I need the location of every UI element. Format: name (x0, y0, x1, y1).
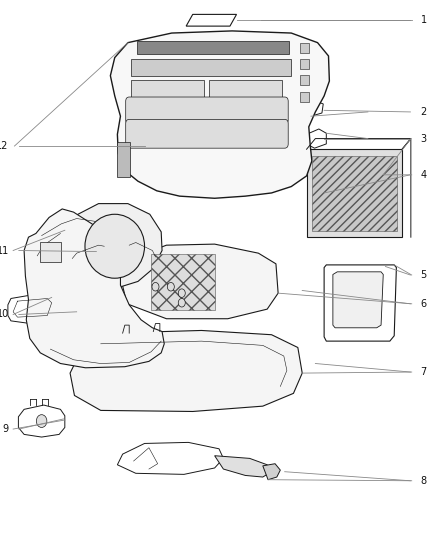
Bar (151, 254, 215, 310)
Circle shape (152, 282, 159, 291)
Bar (131, 59, 291, 76)
Text: 9: 9 (3, 424, 9, 434)
Polygon shape (324, 265, 396, 341)
Circle shape (178, 289, 185, 297)
Polygon shape (60, 204, 162, 288)
Polygon shape (24, 209, 164, 368)
Bar (209, 80, 282, 97)
Text: 7: 7 (420, 367, 427, 377)
Text: 1: 1 (420, 15, 427, 25)
Polygon shape (186, 14, 237, 26)
Text: 3: 3 (420, 134, 427, 143)
FancyBboxPatch shape (126, 97, 288, 124)
Circle shape (167, 282, 174, 291)
Bar (300, 92, 309, 102)
Bar (300, 43, 309, 53)
Text: 12: 12 (0, 141, 9, 151)
Polygon shape (122, 244, 278, 319)
Text: 8: 8 (420, 476, 427, 486)
Polygon shape (70, 330, 302, 411)
Circle shape (36, 415, 47, 427)
FancyBboxPatch shape (126, 119, 288, 148)
Text: 4: 4 (420, 170, 427, 180)
Bar (137, 41, 289, 54)
Polygon shape (110, 31, 329, 198)
Polygon shape (307, 129, 326, 148)
Bar (300, 75, 309, 85)
Bar (307, 149, 402, 237)
Polygon shape (8, 294, 57, 324)
Ellipse shape (85, 214, 145, 278)
Circle shape (178, 298, 185, 307)
Text: 2: 2 (420, 107, 427, 117)
Polygon shape (333, 272, 383, 328)
Bar (131, 80, 204, 97)
Bar (117, 142, 130, 177)
Text: 6: 6 (420, 299, 427, 309)
Polygon shape (305, 100, 323, 116)
Text: 11: 11 (0, 246, 9, 255)
Text: 10: 10 (0, 310, 9, 319)
Polygon shape (18, 405, 65, 437)
Bar (40, 242, 61, 262)
Bar (312, 156, 397, 231)
Bar (300, 59, 309, 69)
Text: 5: 5 (420, 270, 427, 280)
Polygon shape (117, 442, 223, 474)
Polygon shape (263, 464, 280, 480)
Polygon shape (215, 456, 272, 477)
